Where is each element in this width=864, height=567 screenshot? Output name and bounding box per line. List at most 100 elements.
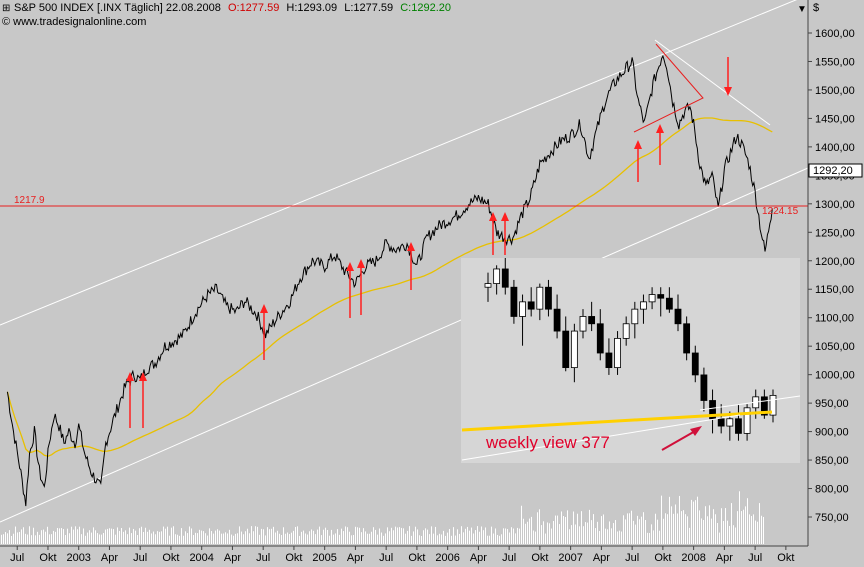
volume-bar (701, 518, 702, 544)
close-icon[interactable]: ▼ (797, 4, 807, 15)
volume-bar (409, 526, 410, 544)
volume-bar (75, 526, 76, 544)
volume-bar (317, 529, 318, 544)
volume-bar (227, 533, 228, 544)
volume-bar (41, 530, 42, 544)
header-high: H:1293.09 (286, 2, 337, 14)
volume-bar (79, 526, 80, 544)
volume-bar (627, 513, 628, 544)
volume-bar (189, 526, 190, 544)
volume-bar (689, 527, 690, 544)
x-tick-label: Apr (470, 552, 487, 564)
volume-bar (623, 515, 624, 544)
volume-bar (283, 527, 284, 544)
volume-bar (141, 526, 142, 544)
volume-bar (483, 530, 484, 544)
volume-bar (221, 533, 222, 544)
volume-bar (161, 531, 162, 544)
volume-bar (275, 532, 276, 544)
volume-bar (15, 526, 16, 544)
volume-bar (277, 530, 278, 544)
volume-bar (143, 531, 144, 544)
volume-bar (545, 533, 546, 544)
volume-bar (511, 527, 512, 544)
volume-bar (721, 508, 722, 544)
candle (588, 301, 596, 332)
volume-bar (273, 526, 274, 544)
volume-bar (755, 520, 756, 544)
volume-bar (379, 528, 380, 544)
x-tick-label: Jul (256, 552, 270, 564)
volume-bar (445, 535, 446, 544)
volume-bar (513, 528, 514, 544)
volume-bar (565, 516, 566, 544)
candle (614, 331, 621, 375)
volume-bar (245, 531, 246, 544)
volume-bar (477, 526, 478, 544)
volume-bar (643, 512, 644, 544)
volume-bar (309, 531, 310, 544)
volume-bar (295, 526, 296, 544)
volume-bar (363, 528, 364, 544)
x-tick-label: 2005 (312, 552, 336, 564)
volume-bar (693, 501, 694, 544)
support-label-left: 1217.9 (14, 195, 45, 206)
volume-bar (1, 534, 2, 544)
signal-arrow (346, 262, 354, 318)
volume-bar (289, 534, 290, 544)
volume-bar (585, 522, 586, 544)
x-tick-label: Jul (133, 552, 147, 564)
moving-average-line (6, 117, 773, 457)
volume-bar (453, 527, 454, 544)
volume-bar (365, 531, 366, 544)
volume-bar (305, 533, 306, 544)
candle (674, 294, 682, 332)
volume-bar (201, 530, 202, 544)
volume-bar (649, 533, 650, 544)
volume-bar (243, 534, 244, 544)
x-tick-label: 2004 (189, 552, 213, 564)
volume-bar (257, 526, 258, 544)
volume-bar (333, 534, 334, 544)
y-tick-label: 1450,00 (815, 113, 855, 125)
volume-bar (91, 532, 92, 544)
volume-bar (651, 524, 652, 544)
red-triangle (633, 43, 704, 133)
volume-bar (465, 528, 466, 544)
candle (691, 345, 699, 383)
last-price-box: 1292,20 (808, 163, 863, 178)
volume-bar (475, 530, 476, 544)
volume-bar (493, 533, 494, 544)
triangle-pattern (633, 39, 771, 133)
volume-bar (319, 526, 320, 544)
y-tick-label: 1550,00 (815, 56, 855, 68)
volume-bar (429, 534, 430, 544)
volume-bar (215, 530, 216, 544)
volume-bar (599, 530, 600, 544)
volume-bar (455, 535, 456, 544)
volume-bar (3, 534, 4, 544)
y-tick-label: 800,00 (815, 484, 849, 496)
y-tick-label: 1000,00 (815, 370, 855, 382)
volume-bar (285, 533, 286, 544)
volume-bar (301, 531, 302, 544)
y-tick-label: 1150,00 (815, 284, 854, 296)
candle (717, 404, 725, 434)
volume-bar (19, 531, 20, 544)
channel-lines (0, 0, 809, 523)
volume-bar (57, 527, 58, 544)
volume-bar (679, 495, 680, 544)
signal-arrow (126, 372, 134, 428)
channel-upper-line (0, 0, 798, 326)
candle (769, 389, 777, 423)
volume-bar (241, 531, 242, 544)
volume-bar (733, 525, 734, 544)
volume-bar (749, 514, 750, 544)
signal-arrow (357, 259, 365, 315)
x-tick-label: Okt (39, 552, 56, 564)
x-axis: Jul Okt 2003 Apr Jul Okt 2004 Apr Jul Okt 2005 Apr J… (0, 545, 808, 564)
y-tick-label: 1200,00 (815, 256, 855, 268)
volume-bar (5, 532, 6, 544)
volume-bar (173, 526, 174, 544)
volume-bar (53, 530, 54, 544)
